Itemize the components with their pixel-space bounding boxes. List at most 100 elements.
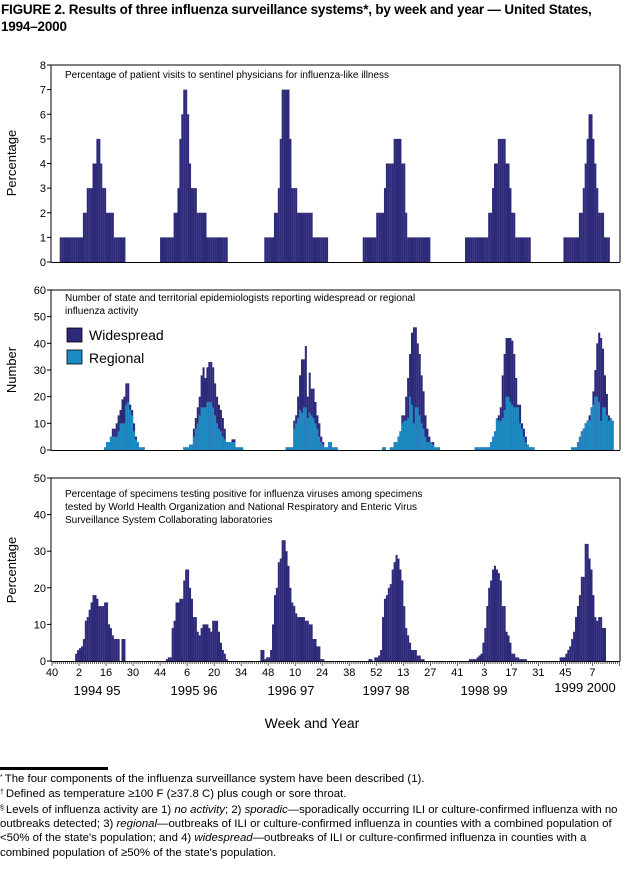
bar-regional <box>507 396 510 450</box>
bar <box>217 631 221 661</box>
bar <box>192 188 195 262</box>
bar <box>171 628 174 661</box>
bar <box>374 657 377 661</box>
bar-regional <box>497 420 500 450</box>
bar <box>561 657 564 661</box>
bar-regional <box>609 418 612 450</box>
bar-regional <box>605 415 608 450</box>
bar <box>266 657 269 661</box>
bar <box>422 659 425 661</box>
bar <box>82 212 85 262</box>
bar-regional <box>302 407 305 450</box>
bar <box>607 237 610 262</box>
bar-regional <box>399 431 402 450</box>
bar <box>96 598 99 661</box>
bar-regional <box>310 415 313 450</box>
bar-regional <box>229 442 232 450</box>
bar <box>412 237 415 262</box>
bar <box>573 631 576 661</box>
y-tick-label: 30 <box>34 365 46 377</box>
bar <box>590 114 593 262</box>
bar <box>497 573 500 661</box>
bar <box>162 237 165 262</box>
x-tick-label: 17 <box>505 667 517 679</box>
season-label: 1997 98 <box>363 683 410 698</box>
bar <box>563 657 566 661</box>
bar-widespread <box>302 359 305 450</box>
bar <box>173 212 176 262</box>
bar-regional <box>198 415 201 450</box>
y-tick-label: 60 <box>34 285 46 297</box>
bar-widespread <box>600 338 603 450</box>
bar-regional <box>125 404 128 450</box>
footnote-star-mark: * <box>0 774 3 781</box>
bar-regional <box>575 447 578 450</box>
bar-widespread <box>416 343 419 450</box>
bar-regional <box>438 447 441 450</box>
bar-regional <box>142 447 145 450</box>
bar-regional <box>532 447 535 450</box>
bar <box>165 237 168 262</box>
bar-widespread <box>221 418 224 450</box>
bar <box>407 635 410 661</box>
bar <box>603 628 607 661</box>
bar-regional <box>295 423 298 450</box>
bar <box>82 639 85 661</box>
bar-regional <box>322 444 325 450</box>
bar <box>260 650 263 661</box>
bar-regional <box>324 447 327 450</box>
bar <box>204 624 207 661</box>
bar <box>569 237 572 262</box>
x-tick-label: 44 <box>154 667 166 679</box>
bar <box>316 237 319 262</box>
bar-regional <box>107 442 110 450</box>
bar-regional <box>221 436 224 450</box>
bar-regional <box>316 428 319 450</box>
x-tick-label: 48 <box>262 667 274 679</box>
bar-regional <box>528 447 531 450</box>
bar <box>420 659 423 661</box>
bar <box>492 188 495 262</box>
bar <box>302 212 305 262</box>
bar <box>318 646 321 661</box>
bar <box>300 617 303 661</box>
y-tick-label: 30 <box>34 546 46 558</box>
bar <box>115 639 118 661</box>
bar <box>571 237 574 262</box>
bar <box>279 558 282 661</box>
bar <box>501 606 504 661</box>
bar <box>216 237 219 262</box>
bar <box>480 653 483 661</box>
footnote-section-mark: § <box>0 805 4 812</box>
y-tick-label: 6 <box>40 109 46 121</box>
bar <box>270 650 273 661</box>
bar-regional <box>596 396 599 450</box>
bar-regional <box>584 423 587 450</box>
bar <box>414 650 417 661</box>
bar <box>196 212 199 262</box>
bar <box>291 188 294 262</box>
bar-regional <box>206 402 209 450</box>
bar <box>592 595 595 661</box>
bar <box>167 657 170 661</box>
bar <box>160 237 163 262</box>
bar <box>488 587 491 661</box>
bar <box>304 620 307 661</box>
bar-regional <box>308 412 311 450</box>
bar <box>210 631 213 661</box>
bar <box>470 237 473 262</box>
bar <box>77 237 80 262</box>
bar <box>528 237 531 262</box>
bar <box>495 569 498 661</box>
bar <box>312 639 315 661</box>
bar <box>420 237 423 262</box>
bar <box>499 580 502 661</box>
bar <box>499 138 502 262</box>
bar <box>584 543 587 661</box>
bar-regional <box>382 447 385 450</box>
bar-regional <box>395 442 398 450</box>
bar-regional <box>289 447 292 450</box>
bar-regional <box>519 423 522 450</box>
bar-regional <box>329 442 332 450</box>
bar <box>111 635 114 661</box>
